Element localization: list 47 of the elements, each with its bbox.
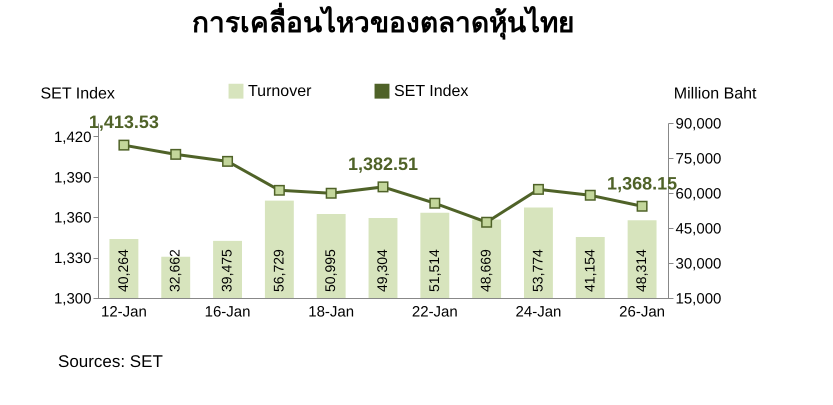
data-label: 48,669 — [478, 248, 494, 292]
y2-tick-label: 15,000 — [676, 290, 722, 308]
x-tick-label: 18-Jan — [308, 304, 354, 320]
data-label: 51,514 — [426, 248, 442, 292]
data-label: 40,264 — [114, 248, 131, 292]
data-label: 50,995 — [322, 248, 338, 292]
data-label: 1,382.51 — [348, 154, 418, 174]
y-tick-label: 1,420 — [54, 128, 92, 146]
y-tick-label: 1,330 — [54, 250, 92, 268]
point — [584, 190, 596, 201]
y2-tick-label: 30,000 — [676, 256, 722, 272]
point — [481, 216, 492, 228]
data-label: 41,154 — [581, 248, 598, 292]
chart-title: การเคลื่อนไหวของตลาดหุ้นไทย — [192, 2, 574, 40]
y2-tick-label: 75,000 — [676, 150, 722, 168]
y2-tick-label: 60,000 — [676, 186, 722, 202]
point — [378, 181, 388, 192]
y-tick-label: 1,390 — [54, 169, 92, 186]
point — [532, 184, 544, 195]
y2-tick-label: 90,000 — [676, 116, 722, 132]
point — [326, 188, 337, 199]
source-note: Sources: SET — [58, 352, 163, 372]
data-label: 39,475 — [218, 248, 235, 292]
x-tick-label: 26-Jan — [619, 304, 666, 320]
y-axis-title: SET Index — [40, 86, 115, 102]
x-tick-label: 24-Jan — [516, 304, 562, 320]
data-label: 32,662 — [166, 248, 183, 292]
y-tick-label: 1,360 — [54, 210, 92, 227]
x-tick-label: 16-Jan — [204, 304, 250, 320]
point — [429, 198, 440, 209]
point — [222, 156, 234, 167]
data-label: 53,774 — [529, 248, 546, 292]
y2-tick-label: 45,000 — [676, 220, 722, 238]
point — [170, 148, 182, 160]
legend-label: Turnover — [248, 83, 312, 100]
point — [118, 140, 130, 151]
x-tick-label: 12-Jan — [100, 304, 147, 320]
legend-label: SET Index — [394, 83, 468, 100]
data-label: 56,729 — [270, 248, 286, 292]
point — [274, 184, 285, 196]
point — [636, 200, 648, 212]
y-tick-label: 1,300 — [54, 290, 92, 308]
data-label: 1,413.53 — [88, 112, 159, 132]
x-tick-label: 22-Jan — [412, 304, 458, 320]
y2-axis-title: Million Baht — [674, 86, 758, 102]
data-label: 48,314 — [633, 248, 650, 292]
data-label: 49,304 — [374, 248, 390, 292]
